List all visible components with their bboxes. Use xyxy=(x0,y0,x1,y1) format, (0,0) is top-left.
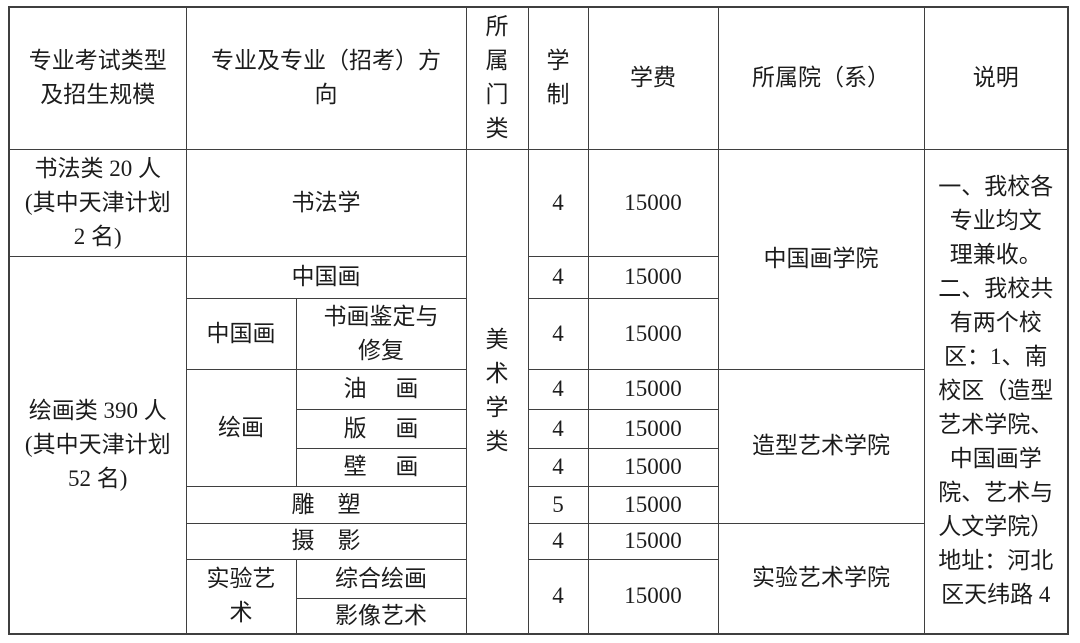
tuition-experimental-art: 15000 xyxy=(587,558,719,635)
tuition-sculpture: 15000 xyxy=(587,485,719,524)
table-row: 绘画 油 画 4 15000 造型艺术学院 xyxy=(9,368,1068,524)
years-oil-painting: 4 xyxy=(527,368,589,410)
header-exam-type: 专业考试类型 及招生规模 xyxy=(8,6,187,150)
years-chinese-painting: 4 xyxy=(527,255,589,299)
group-chinese-painting: 中国画 xyxy=(185,297,297,370)
major-video-art: 影像艺术 xyxy=(295,597,467,635)
admissions-table-sheet: 专业考试类型 及招生规模 专业及专业（招考）方 向 所 属 门 类 学 制 学费… xyxy=(8,6,1069,635)
header-major: 专业及专业（招考）方 向 xyxy=(185,6,467,150)
group-painting: 绘画 xyxy=(185,368,297,487)
header-tuition: 学费 xyxy=(587,6,719,150)
major-comprehensive-painting: 综合绘画 xyxy=(295,558,467,599)
tuition-printmaking: 15000 xyxy=(587,408,719,449)
header-years: 学 制 xyxy=(527,6,589,150)
notes-cell: 一、我校各 专业均文 理兼收。 二、我校共 有两个校 区：1、南 校区（造型 艺… xyxy=(923,148,1069,635)
admissions-table: 专业考试类型 及招生规模 专业及专业（招考）方 向 所 属 门 类 学 制 学费… xyxy=(8,6,1069,635)
years-photography: 4 xyxy=(527,522,589,560)
table-row: 实验艺 术 综合绘画 4 15000 xyxy=(9,558,1068,635)
tuition-calligraphy: 15000 xyxy=(587,148,719,257)
tuition-chinese-painting: 15000 xyxy=(587,255,719,299)
exam-type-calligraphy: 书法类 20 人 (其中天津计划 2 名) xyxy=(8,148,187,257)
table-row: 书法类 20 人 (其中天津计划 2 名) 书法学 美 术 学 类 4 1500… xyxy=(8,148,1069,635)
table-row: 摄 影 4 15000 实验艺术学院 xyxy=(9,522,1068,635)
header-college: 所属院（系） xyxy=(717,6,925,150)
major-appraisal-restoration: 书画鉴定与 修复 xyxy=(295,297,467,370)
major-mural: 壁 画 xyxy=(295,447,467,487)
years-sculpture: 5 xyxy=(527,485,589,524)
years-experimental-art: 4 xyxy=(527,558,589,635)
college-experimental-art: 实验艺术学院 xyxy=(717,522,925,635)
exam-type-painting: 绘画类 390 人 (其中天津计划 52 名) xyxy=(8,255,187,635)
years-mural: 4 xyxy=(527,447,589,487)
group-experimental-art: 实验艺 术 xyxy=(185,558,297,635)
category-fine-arts: 美 术 学 类 xyxy=(465,148,529,635)
years-printmaking: 4 xyxy=(527,408,589,449)
college-chinese-painting: 中国画学院 xyxy=(717,148,925,370)
tuition-photography: 15000 xyxy=(587,522,719,560)
table-row: 绘画类 390 人 (其中天津计划 52 名) 中国画 4 15000 xyxy=(8,255,1068,635)
major-printmaking: 版 画 xyxy=(295,408,467,449)
header-note: 说明 xyxy=(923,6,1069,150)
header-category: 所 属 门 类 xyxy=(465,6,529,150)
tuition-mural: 15000 xyxy=(587,447,719,487)
table-row: 版 画 4 15000 xyxy=(9,408,1068,449)
tuition-appraisal-restoration: 15000 xyxy=(587,297,719,370)
major-photography: 摄 影 xyxy=(185,522,467,560)
years-appraisal-restoration: 4 xyxy=(527,297,589,370)
major-sculpture: 雕 塑 xyxy=(185,485,467,524)
header-row: 专业考试类型 及招生规模 专业及专业（招考）方 向 所 属 门 类 学 制 学费… xyxy=(8,6,1069,150)
table-row: 中国画 书画鉴定与 修复 4 15000 xyxy=(9,297,1068,370)
major-chinese-painting: 中国画 xyxy=(185,255,467,299)
years-calligraphy: 4 xyxy=(527,148,589,257)
table-row: 雕 塑 5 15000 xyxy=(9,485,1068,524)
major-oil-painting: 油 画 xyxy=(295,368,467,410)
table-row: 影像艺术 xyxy=(9,597,1068,635)
college-plastic-arts: 造型艺术学院 xyxy=(717,368,925,524)
tuition-oil-painting: 15000 xyxy=(587,368,719,410)
major-calligraphy: 书法学 xyxy=(185,148,467,257)
